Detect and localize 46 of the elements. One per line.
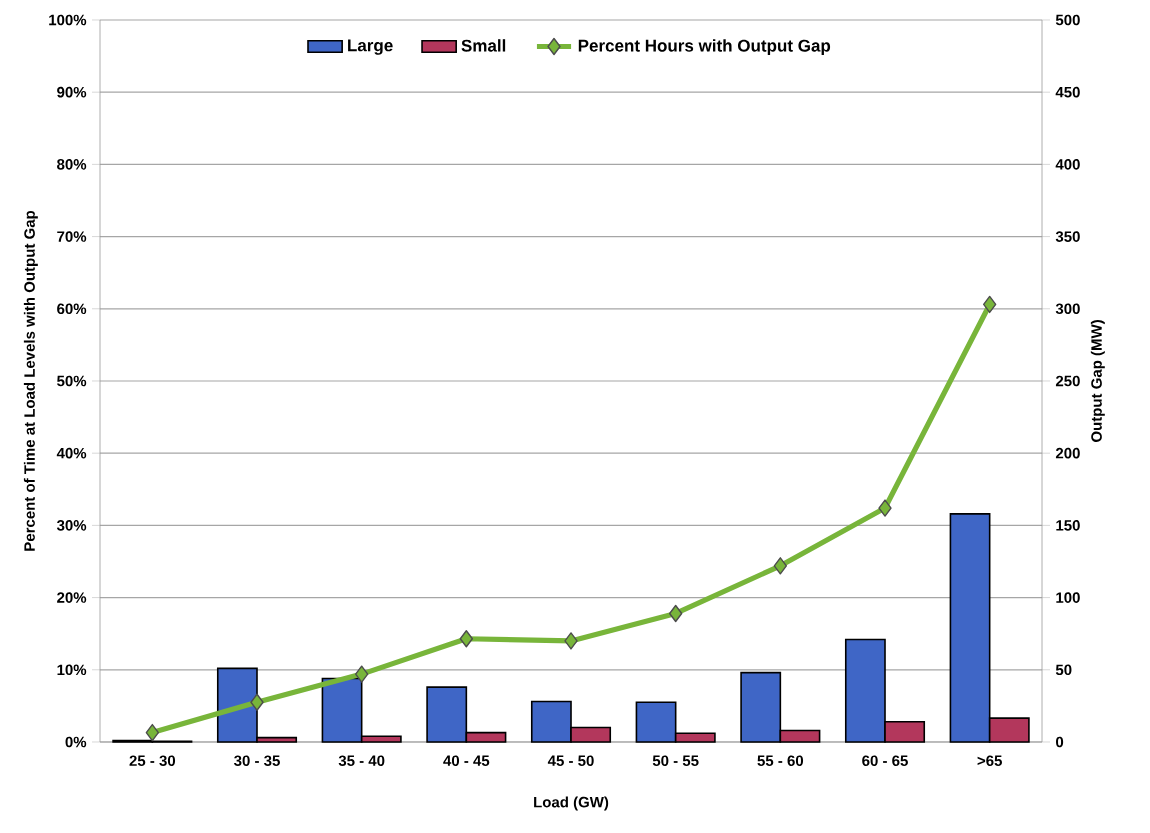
point [459, 630, 474, 648]
point [564, 632, 578, 650]
x-tick-label: >65 [977, 755, 1002, 767]
point [773, 557, 788, 575]
y2-tick-label: 50 [1055, 664, 1072, 676]
y-tick-label: 70% [57, 231, 87, 242]
y2-tick-label: 500 [1055, 14, 1080, 26]
y2-tick-label: 450 [1055, 86, 1080, 98]
x-tick-label: 50 - 55 [652, 755, 699, 767]
x-tick-label: 30 - 35 [234, 755, 280, 767]
x-tick-label: 60 - 65 [862, 755, 908, 767]
y-axis-title: Percent of Time at Load Levels with Output Gap [23, 210, 38, 551]
y2-tick-label: 400 [1055, 159, 1080, 170]
x-tick-label: 35 - 40 [338, 755, 385, 767]
x-axis-title: Load (GW) [534, 796, 609, 811]
y2-tick-label: 100 [1056, 592, 1080, 603]
point [982, 295, 997, 314]
y2-tick-label: 350 [1055, 231, 1080, 242]
x-tick-label: 55 - 60 [757, 755, 804, 767]
legend-label: Small [461, 39, 506, 52]
point [145, 723, 160, 742]
y-tick-label: 40% [56, 447, 87, 459]
y-tick-label: 100% [49, 14, 87, 26]
point [668, 604, 683, 623]
legend-label: Percent Hours with Output Gap [578, 39, 831, 56]
y2-tick-label: 250 [1055, 375, 1080, 387]
y-tick-label: 90% [57, 86, 87, 98]
legend-label: Large [348, 39, 393, 55]
y2-tick-label: 300 [1055, 303, 1080, 315]
x-tick-label: 40 - 45 [443, 755, 490, 767]
y-tick-label: 80% [57, 159, 87, 170]
y-tick-label: 60% [57, 303, 87, 315]
y-tick-label: 50% [57, 375, 87, 387]
y-tick-label: 0% [65, 736, 87, 748]
y2-axis-title: Output Gap (MW) [1090, 320, 1105, 442]
y-tick-label: 30% [56, 520, 87, 531]
y2-tick-label: 0 [1056, 736, 1064, 748]
x-tick-label: 45 - 50 [547, 755, 594, 767]
x-tick-label: 25 - 30 [129, 755, 176, 767]
y-tick-label: 10% [57, 664, 87, 676]
point [878, 499, 892, 517]
y-tick-label: 20% [57, 592, 87, 603]
y2-tick-label: 150 [1056, 520, 1080, 531]
y2-tick-label: 200 [1055, 447, 1080, 459]
point [354, 665, 369, 683]
point [250, 693, 264, 711]
